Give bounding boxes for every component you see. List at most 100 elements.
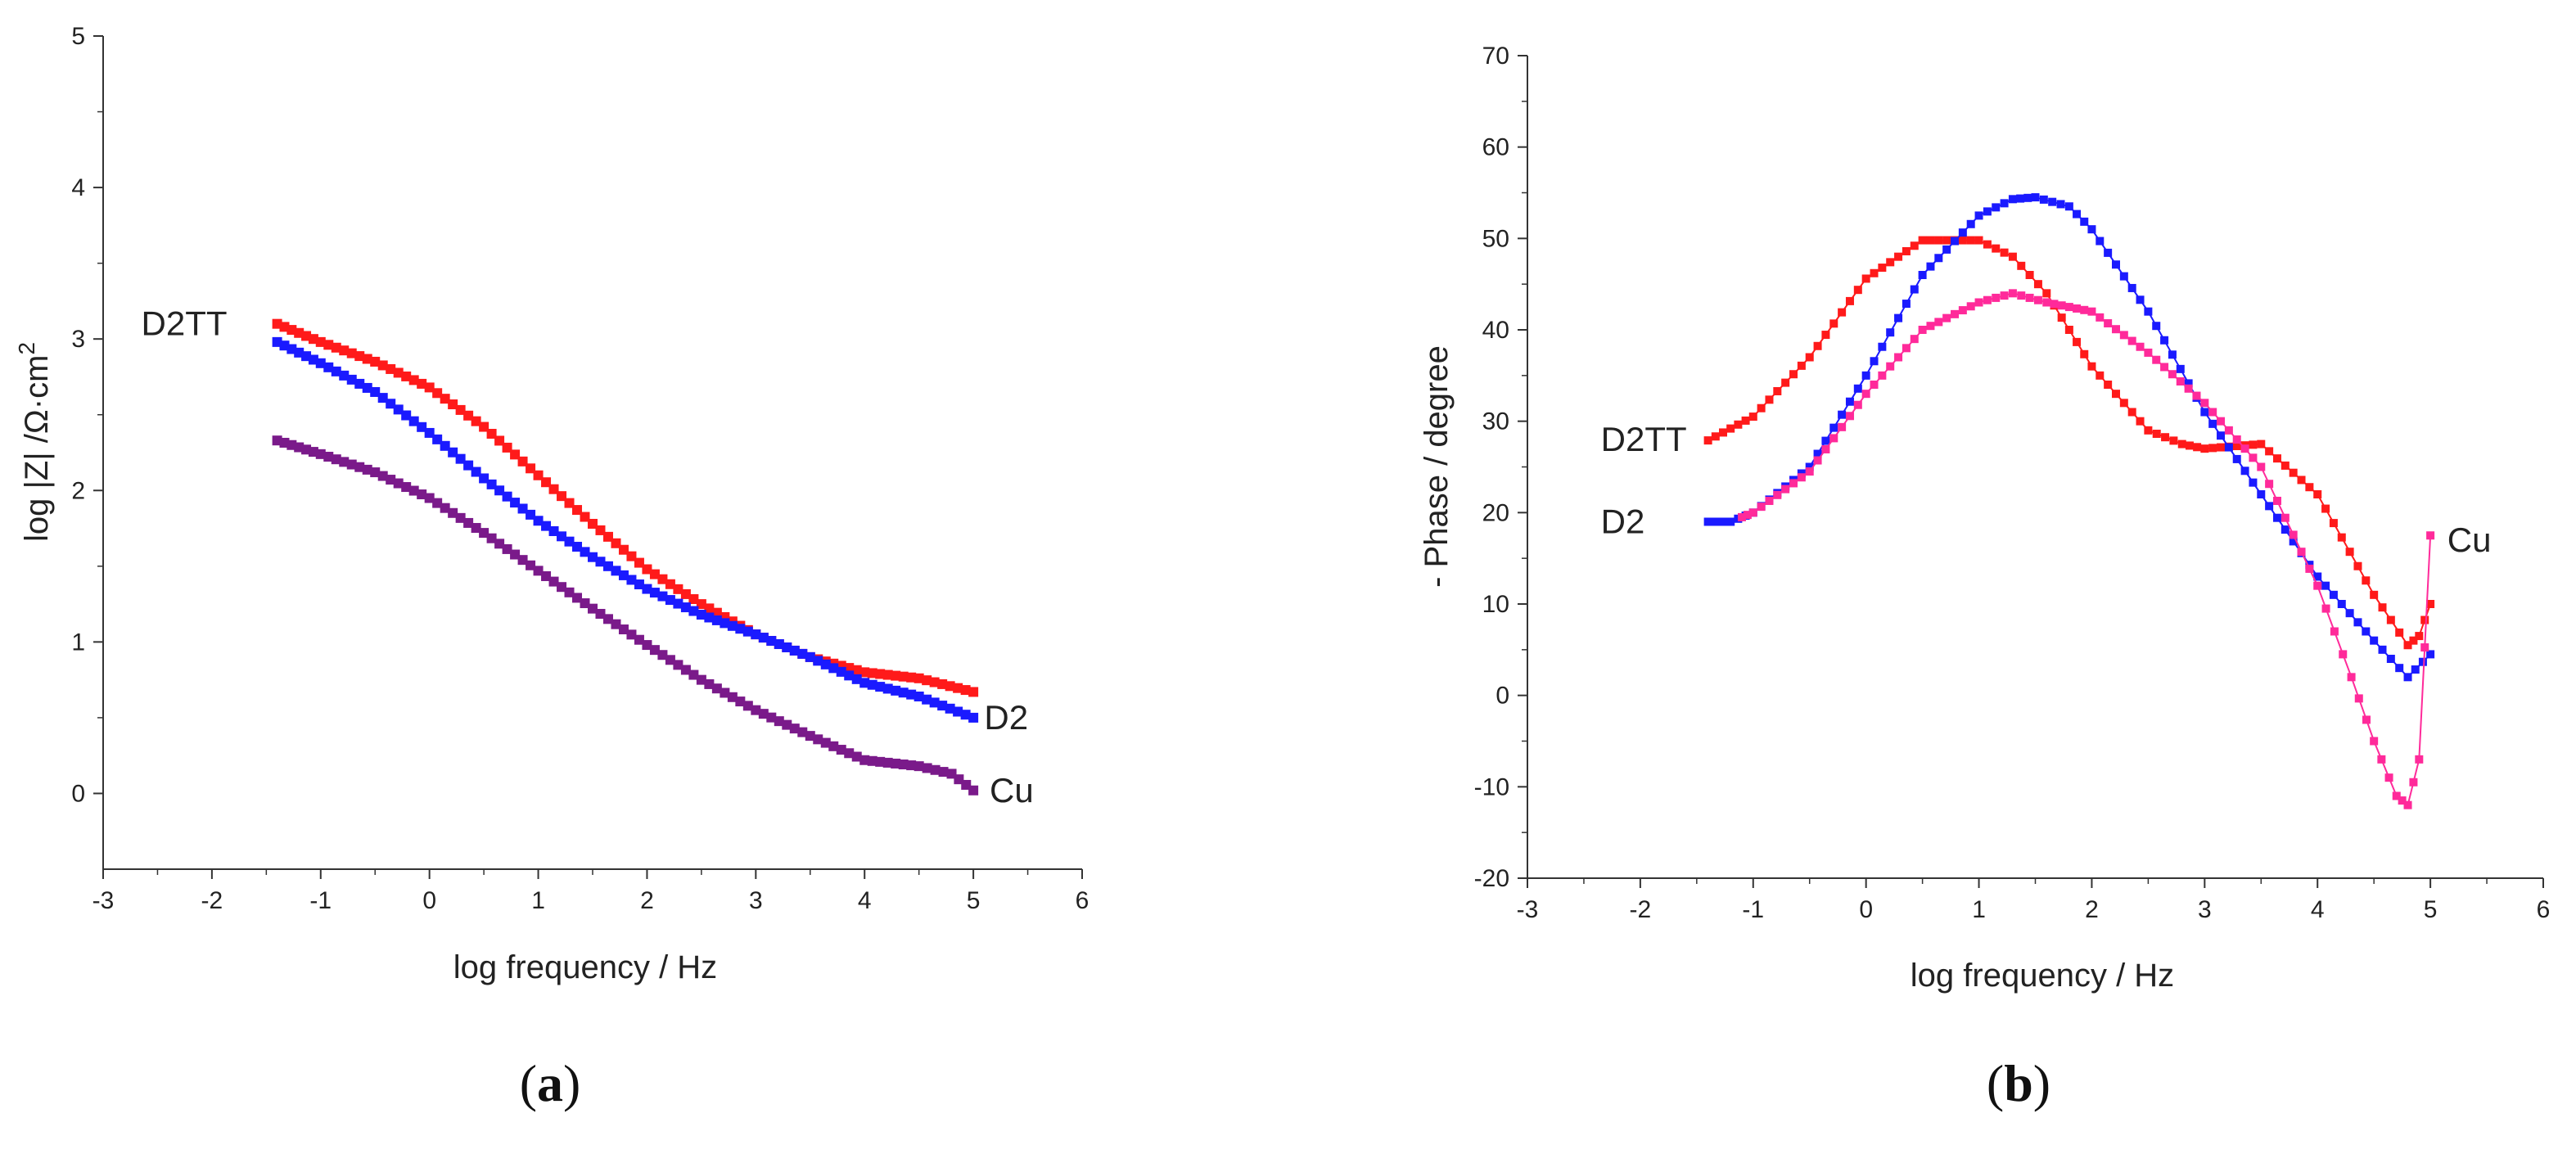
data-point-d2tt <box>696 599 706 610</box>
data-point-d2 <box>2064 202 2073 211</box>
data-point-d2tt <box>2420 615 2429 624</box>
y-axis-ticks-b: -20 -10 0 10 20 30 40 50 60 70 <box>1474 43 1527 892</box>
data-point-d2tt <box>494 435 505 446</box>
data-point-d2 <box>2008 195 2017 204</box>
data-point-d2tt <box>2345 548 2354 557</box>
data-point-d2 <box>386 399 396 409</box>
data-point-cu <box>526 560 536 570</box>
data-point-d2tt <box>448 399 458 410</box>
data-point-d2tt <box>937 678 948 689</box>
data-point-cu <box>448 507 458 518</box>
data-point-d2tt <box>882 669 893 680</box>
data-point-d2 <box>1878 342 1887 351</box>
y-tick-label: -10 <box>1474 773 1509 800</box>
data-point-d2 <box>526 509 536 520</box>
series-label-d2tt: D2TT <box>142 304 228 343</box>
data-point-cu <box>2073 304 2082 313</box>
data-point-d2 <box>471 467 481 477</box>
data-point-d2tt <box>2119 399 2128 408</box>
data-point-d2tt <box>354 351 365 362</box>
data-point-d2 <box>2200 408 2209 417</box>
data-point-d2tt <box>331 342 341 353</box>
data-point-cu <box>1918 326 1927 334</box>
data-point-d2tt <box>2272 454 2281 463</box>
data-point-d2tt <box>2337 533 2346 542</box>
data-point-cu <box>564 587 575 597</box>
data-point-cu <box>688 669 699 680</box>
data-point-d2 <box>688 606 699 616</box>
data-point-d2tt <box>657 574 668 584</box>
data-point-d2tt <box>2305 483 2314 492</box>
data-point-cu <box>2398 796 2407 805</box>
data-point-d2tt <box>2321 504 2330 513</box>
data-point-d2tt <box>1748 412 1757 421</box>
data-point-d2tt <box>2313 490 2322 498</box>
data-point-cu <box>2119 331 2128 340</box>
data-point-cu <box>595 608 606 619</box>
data-point-d2tt <box>564 498 575 508</box>
data-point-cu <box>1737 512 1746 521</box>
data-point-d2 <box>494 485 505 496</box>
data-point-d2 <box>2329 590 2338 599</box>
data-point-d2tt <box>2025 271 2034 279</box>
data-point-cu <box>331 454 341 465</box>
data-point-d2tt <box>1821 331 1830 340</box>
data-point-d2tt <box>1726 424 1735 433</box>
data-point-d2 <box>665 595 675 606</box>
y-tick-label: -20 <box>1474 865 1509 892</box>
data-point-cu <box>533 566 544 576</box>
data-point-d2tt <box>2217 443 2226 452</box>
data-point-cu <box>2240 444 2249 453</box>
data-point-d2 <box>2127 283 2136 292</box>
data-point-d2 <box>758 633 769 643</box>
data-point-cu <box>432 498 443 508</box>
data-point-cu <box>2217 417 2226 426</box>
data-point-d2 <box>533 516 544 526</box>
y-axis-title-a: log |Z| /Ω·cm2 <box>14 342 55 542</box>
data-point-d2 <box>2096 237 2105 246</box>
data-point-d2tt <box>2415 632 2424 641</box>
data-point-cu <box>906 760 917 771</box>
data-point-d2tt <box>2111 390 2120 399</box>
data-point-cu <box>2152 355 2161 364</box>
data-point-d2tt <box>1789 370 1798 379</box>
x-tick-label: -2 <box>1630 896 1652 923</box>
data-point-d2tt <box>401 371 412 381</box>
data-point-cu <box>2000 291 2009 300</box>
data-point-d2 <box>711 615 722 625</box>
data-point-cu <box>930 764 941 775</box>
x-tick-label: 4 <box>858 887 872 914</box>
data-point-d2 <box>401 410 412 421</box>
data-point-cu <box>2160 363 2169 372</box>
y-tick-label: 20 <box>1482 499 1509 526</box>
data-point-d2tt <box>2297 476 2306 485</box>
data-point-cu <box>2347 673 2356 682</box>
data-point-d2 <box>1942 245 1951 254</box>
data-point-d2tt <box>386 363 396 374</box>
data-point-d2 <box>882 683 893 694</box>
data-point-cu <box>2033 295 2042 304</box>
data-point-d2 <box>922 694 932 705</box>
data-point-cu <box>727 692 738 702</box>
data-point-cu <box>898 760 909 770</box>
data-point-d2 <box>805 651 815 662</box>
data-point-cu <box>649 645 660 656</box>
data-point-cu <box>611 619 621 629</box>
data-point-cu <box>377 471 388 481</box>
data-point-cu <box>315 449 326 459</box>
data-point-d2 <box>548 525 559 536</box>
data-point-d2tt <box>1719 428 1728 437</box>
data-point-cu <box>463 517 474 528</box>
data-point-d2 <box>1726 517 1735 526</box>
series-line-cu <box>1741 292 2432 807</box>
data-point-d2 <box>891 685 901 696</box>
data-point-cu <box>362 464 372 475</box>
data-point-cu <box>2392 791 2401 800</box>
panel-label-a: (a) <box>520 1054 581 1112</box>
data-point-d2 <box>2111 260 2120 269</box>
data-point-cu <box>1926 322 1935 331</box>
data-point-d2 <box>929 697 940 708</box>
y-tick-label: 0 <box>71 780 85 807</box>
data-point-d2 <box>1805 462 1814 471</box>
